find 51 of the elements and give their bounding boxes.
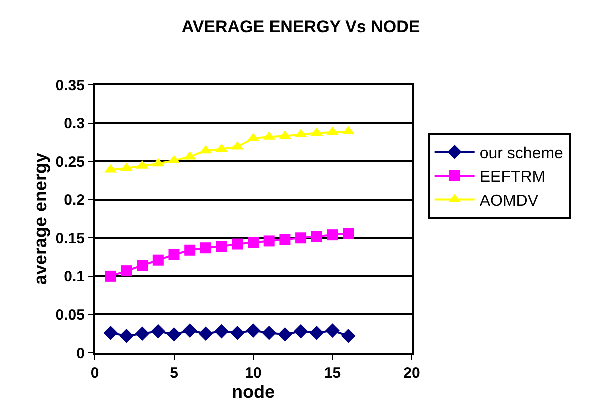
point (343, 228, 354, 240)
point (200, 242, 212, 254)
point (294, 324, 308, 339)
y-tick-label: 0 (76, 345, 85, 362)
point (184, 244, 196, 256)
y-tick-label: 0.35 (56, 77, 85, 94)
point (198, 326, 214, 342)
point (167, 327, 182, 342)
point (121, 266, 132, 277)
point (280, 234, 291, 246)
point (151, 324, 166, 339)
point (311, 231, 322, 242)
point (264, 236, 275, 247)
legend-label: EEFTRM (480, 169, 546, 186)
x-tick-label: 0 (90, 365, 100, 382)
point (278, 327, 292, 342)
point (326, 324, 340, 338)
point (246, 324, 261, 338)
point (104, 326, 118, 340)
point (216, 241, 228, 252)
point (152, 254, 164, 266)
chart-title: AVERAGE ENERGY Vs NODE (182, 17, 420, 36)
point (120, 329, 134, 344)
point (137, 260, 148, 272)
point (296, 232, 307, 244)
x-tick-label: 10 (245, 365, 262, 382)
y-tick-label: 0.15 (56, 230, 85, 248)
point (262, 326, 276, 340)
point (310, 326, 324, 340)
point (230, 326, 245, 340)
point (341, 329, 356, 344)
y-tick-label: 0.2 (64, 192, 85, 210)
point (168, 249, 180, 260)
y-tick-label: 0.1 (64, 268, 85, 286)
y-tick-label: 0.3 (64, 116, 85, 133)
point (248, 237, 259, 248)
x-axis-title: node (232, 382, 275, 402)
point (327, 230, 338, 241)
legend-label: AOMDV (480, 192, 539, 210)
point (214, 324, 229, 339)
y-tick-label: 0.25 (56, 154, 85, 171)
y-tick-label: 0.05 (56, 306, 85, 324)
point (232, 238, 244, 250)
point (182, 324, 198, 338)
point (105, 270, 116, 282)
x-tick-label: 15 (324, 365, 342, 382)
x-tick-label: 5 (170, 365, 178, 382)
legend-label: our scheme (480, 145, 564, 162)
y-axis-title: average energy (30, 152, 50, 286)
point (135, 326, 150, 342)
x-tick-label: 20 (404, 365, 420, 382)
